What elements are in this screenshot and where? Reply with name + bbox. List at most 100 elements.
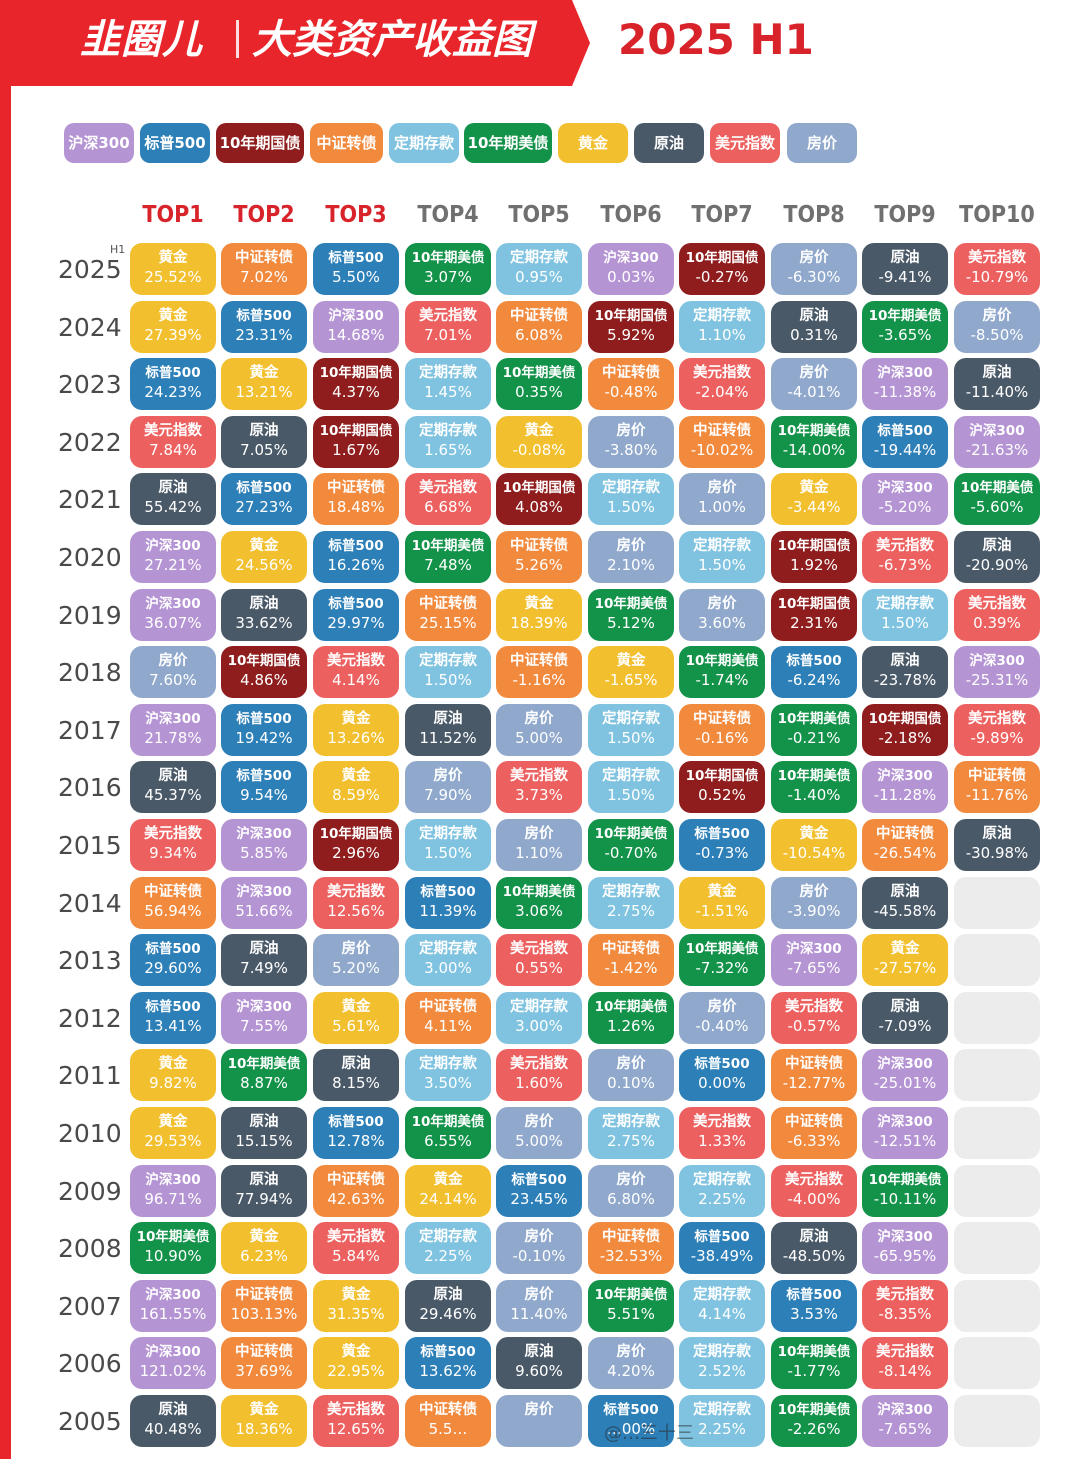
return-value: -3.90% [787, 902, 841, 920]
asset-cell: 定期存款 3.50% [405, 1049, 491, 1101]
asset-name: 沪深300 [145, 538, 201, 554]
return-value: 12.78% [327, 1132, 385, 1150]
asset-cell: 10年期美债 -0.70% [588, 819, 674, 871]
return-value: 5.12% [607, 614, 655, 632]
asset-name: 沪深300 [877, 1114, 933, 1130]
asset-name: 沪深300 [877, 365, 933, 381]
return-value: -9.41% [878, 268, 932, 286]
asset-name: 定期存款 [510, 999, 568, 1015]
return-value: -25.31% [965, 671, 1029, 689]
asset-name: 沪深300 [236, 999, 292, 1015]
return-value: 56.94% [144, 902, 202, 920]
return-value: 7.60% [149, 671, 197, 689]
return-value: 11.39% [419, 902, 477, 920]
return-value: -0.27% [695, 268, 749, 286]
asset-cell: 黄金 31.35% [313, 1280, 399, 1332]
asset-name: 10年期美债 [411, 1114, 485, 1130]
return-value: 5.92% [607, 326, 655, 344]
asset-cell: 定期存款 2.52% [679, 1337, 765, 1389]
asset-cell: 定期存款 1.50% [862, 589, 948, 641]
asset-name: 标普500 [694, 1056, 750, 1072]
return-value: 4.14% [332, 671, 380, 689]
asset-name: 10年期美债 [685, 653, 759, 669]
rank-header-top7: TOP7 [691, 202, 753, 228]
asset-name: 黄金 [249, 365, 279, 381]
asset-name: 定期存款 [693, 308, 751, 324]
return-value: 161.55% [139, 1305, 207, 1323]
asset-name: 10年期国债 [685, 768, 759, 784]
return-value: 13.21% [235, 383, 293, 401]
asset-name: 中证转债 [419, 999, 477, 1015]
asset-name: 定期存款 [602, 1114, 660, 1130]
asset-cell: 美元指数 -4.00% [771, 1165, 857, 1217]
year-label: 2015 [58, 831, 122, 860]
return-value: -10.54% [782, 844, 846, 862]
asset-cell: 房价 -3.90% [771, 877, 857, 929]
asset-name: 房价 [524, 826, 554, 842]
asset-name: 中证转债 [510, 308, 568, 324]
asset-name: 10年期国债 [685, 250, 759, 266]
year-label: 2023 [58, 370, 122, 399]
asset-name: 美元指数 [419, 480, 477, 496]
asset-cell: 沪深300 -7.65% [862, 1395, 948, 1447]
asset-name: 沪深300 [877, 1056, 933, 1072]
asset-name: 中证转债 [327, 1172, 385, 1188]
asset-cell: 黄金 22.95% [313, 1337, 399, 1389]
asset-name: 原油 [249, 596, 279, 612]
return-value: 1.50% [698, 556, 746, 574]
asset-name: 黄金 [433, 1172, 463, 1188]
asset-cell: 中证转债 7.02% [221, 243, 307, 295]
asset-cell: 黄金 5.61% [313, 992, 399, 1044]
asset-cell: 中证转债 -1.42% [588, 934, 674, 986]
asset-cell: 定期存款 2.25% [679, 1165, 765, 1217]
asset-cell: 10年期美债 3.06% [496, 877, 582, 929]
return-value: 6.08% [515, 326, 563, 344]
asset-cell: 美元指数 7.01% [405, 301, 491, 353]
asset-name: 黄金 [524, 596, 554, 612]
asset-cell: 原油 -9.41% [862, 243, 948, 295]
asset-cell: 标普500 -38.49% [679, 1222, 765, 1274]
banner-shape [0, 0, 590, 86]
return-value: 1.50% [424, 671, 472, 689]
legend-chip: 中证转债 [310, 123, 383, 163]
asset-cell: 房价 7.90% [405, 761, 491, 813]
asset-cell: 10年期国债 2.96% [313, 819, 399, 871]
asset-name: 定期存款 [693, 1172, 751, 1188]
asset-name: 沪深300 [145, 711, 201, 727]
return-value: -4.00% [787, 1190, 841, 1208]
asset-name: 标普500 [328, 1114, 384, 1130]
asset-name: 美元指数 [968, 596, 1026, 612]
return-value: 2.25% [424, 1247, 472, 1265]
left-frame-bar [0, 0, 11, 1459]
return-value: -11.38% [873, 383, 937, 401]
asset-name: 中证转债 [235, 1344, 293, 1360]
empty-cell [954, 1165, 1040, 1217]
watermark-text: @…三十三 [604, 1423, 694, 1444]
return-value: 11.40% [510, 1305, 568, 1323]
asset-cell: 黄金 29.53% [130, 1107, 216, 1159]
return-value: -0.57% [787, 1017, 841, 1035]
return-value: 42.63% [327, 1190, 385, 1208]
asset-cell: 沪深300 51.66% [221, 877, 307, 929]
empty-cell [954, 1395, 1040, 1447]
asset-name: 房价 [158, 653, 188, 669]
asset-name: 沪深300 [969, 653, 1025, 669]
asset-name: 定期存款 [419, 423, 477, 439]
asset-name: 标普500 [877, 423, 933, 439]
asset-name: 黄金 [158, 1114, 188, 1130]
empty-cell [954, 1049, 1040, 1101]
return-value: -25.01% [873, 1074, 937, 1092]
asset-cell: 黄金 -0.08% [496, 416, 582, 468]
asset-name: 原油 [524, 1344, 554, 1360]
year-label: 2025 [58, 255, 122, 284]
asset-name: 10年期美债 [868, 1172, 942, 1188]
asset-name: 黄金 [249, 1229, 279, 1245]
asset-cell: 房价 -3.80% [588, 416, 674, 468]
return-value: -12.51% [873, 1132, 937, 1150]
asset-name: 房价 [616, 1344, 646, 1360]
return-value: 1.67% [332, 441, 380, 459]
asset-name: 沪深300 [877, 480, 933, 496]
return-value: 9.54% [240, 786, 288, 804]
asset-name: 10年期美债 [594, 826, 668, 842]
asset-cell: 美元指数 3.73% [496, 761, 582, 813]
